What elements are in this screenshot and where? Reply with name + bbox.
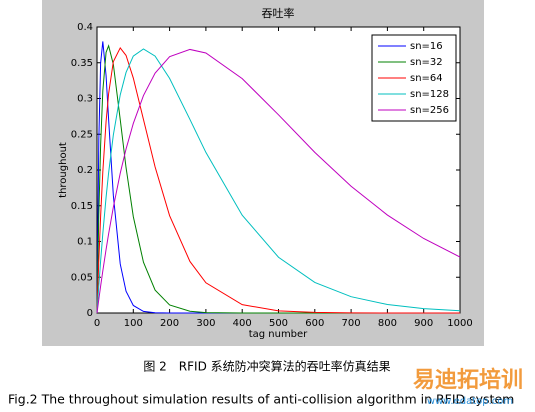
y-tick-label: 0.35 bbox=[71, 58, 93, 69]
legend-label: sn=32 bbox=[410, 57, 443, 68]
x-axis-label: tag number bbox=[249, 329, 308, 340]
x-tick-label: 800 bbox=[378, 318, 397, 329]
series-line bbox=[96, 48, 461, 314]
chart-title: 吞吐率 bbox=[262, 6, 295, 20]
series-line bbox=[96, 47, 460, 314]
y-tick-label: 0.3 bbox=[77, 94, 93, 105]
x-tick-label: 100 bbox=[124, 318, 143, 329]
x-tick-label: 300 bbox=[196, 318, 215, 329]
x-tick-label: 0 bbox=[94, 318, 100, 329]
y-tick-label: 0.15 bbox=[71, 201, 93, 212]
legend-label: sn=128 bbox=[410, 89, 449, 100]
caption-en: Fig.2 The throughout simulation results … bbox=[8, 392, 514, 407]
y-tick-label: 0.25 bbox=[71, 129, 93, 140]
legend-label: sn=16 bbox=[410, 41, 443, 52]
legend-label: sn=64 bbox=[410, 73, 443, 84]
x-tick-label: 400 bbox=[233, 318, 252, 329]
x-tick-label: 900 bbox=[414, 318, 433, 329]
x-tick-label: 500 bbox=[269, 318, 288, 329]
x-tick-label: 1000 bbox=[447, 318, 472, 329]
y-axis-label: throughout bbox=[58, 142, 69, 198]
legend-label: sn=256 bbox=[410, 105, 449, 116]
y-tick-label: 0.4 bbox=[77, 22, 93, 33]
watermark-url: www.edatop.com bbox=[427, 396, 513, 407]
y-tick-label: 0.2 bbox=[77, 165, 93, 176]
y-tick-label: 0.05 bbox=[71, 272, 93, 283]
watermark: 易迪拓培训 bbox=[413, 367, 523, 393]
x-tick-label: 700 bbox=[342, 318, 361, 329]
y-tick-label: 0 bbox=[87, 308, 93, 319]
x-tick-label: 200 bbox=[160, 318, 179, 329]
series-line bbox=[96, 48, 461, 314]
y-tick-label: 0.1 bbox=[77, 237, 93, 248]
x-tick-label: 600 bbox=[305, 318, 324, 329]
caption-cn: 图 2 RFID 系统防冲突算法的吞吐率仿真结果 bbox=[143, 359, 390, 374]
